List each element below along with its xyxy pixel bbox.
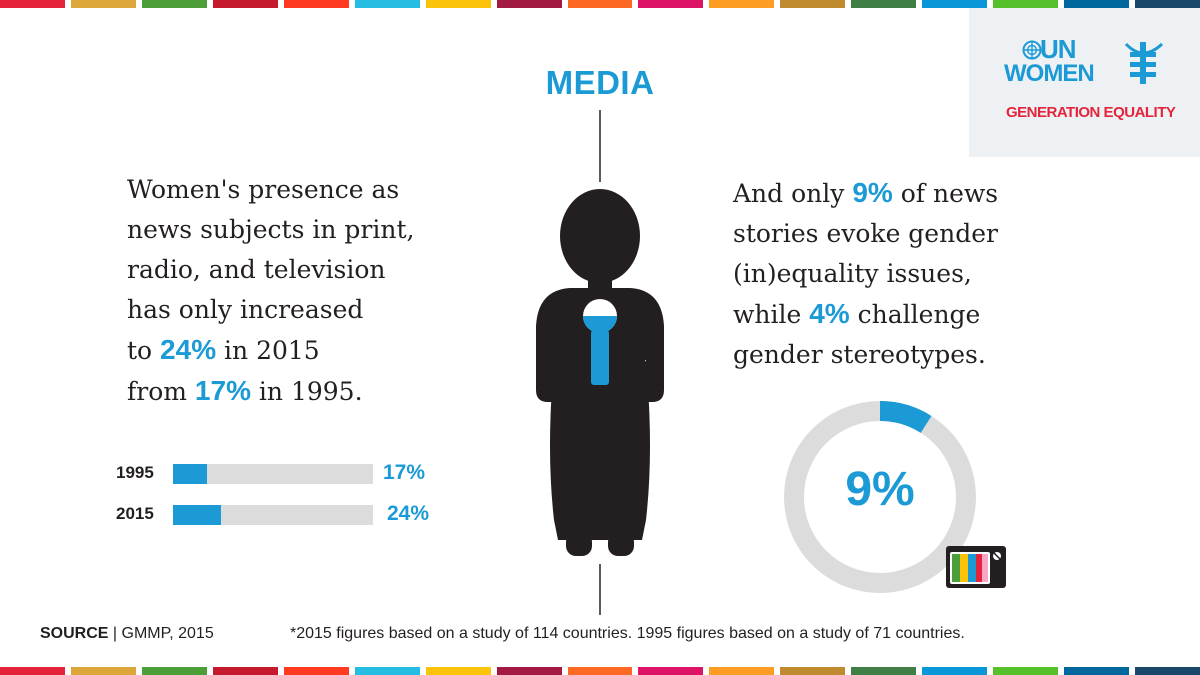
right-statement: And only 9% of news stories evoke gender… [733,177,999,369]
stripe-segment [567,667,633,675]
microphone-handle [591,330,609,385]
stripe-segment [283,667,349,675]
stripe-segment [709,0,775,8]
footnote: *2015 figures based on a study of 114 co… [290,625,965,642]
stripe-segment [496,0,562,8]
stripe-segment [283,0,349,8]
stripe-segment [1064,0,1129,8]
stripe-segment [212,0,278,8]
stripe-segment [141,0,207,8]
logo-un-text: UN [1040,34,1077,64]
divider-line-top [599,110,601,182]
highlight-9: 9% [852,177,893,208]
stripe-segment [1064,667,1129,675]
logo-panel [969,8,1200,157]
source-line: SOURCE | GMMP, 2015 [40,625,214,642]
silhouette-left-foot [566,532,592,556]
bar-track [173,505,373,525]
top-color-stripe [0,0,1200,8]
stripe-segment [780,667,846,675]
silhouette-head [560,189,640,283]
stripe-segment [638,0,704,8]
divider-line-bottom [599,564,601,615]
logo-women-text: WOMEN [1004,60,1095,87]
stripe-segment [496,667,562,675]
stripe-segment [851,667,917,675]
bar-track [173,464,373,484]
un-globe-icon [1022,40,1042,60]
stripe-segment [1135,0,1200,8]
stripe-segment [851,0,917,8]
stripe-segment [993,667,1059,675]
highlight-24: 24% [160,334,217,365]
highlight-17: 17% [194,375,251,406]
stripe-segment [354,667,420,675]
stripe-segment [212,667,278,675]
stripe-segment [709,667,775,675]
bar-category-label: 2015 [116,504,154,523]
stripe-segment [0,667,65,675]
page-title: MEDIA [545,64,655,101]
stripe-segment [425,667,491,675]
stripe-segment [1135,667,1200,675]
bar-fill [173,464,207,484]
stripe-segment [70,0,136,8]
silhouette-body [536,288,664,540]
donut-slice-highlight [879,401,932,434]
stripe-segment [567,0,633,8]
donut-center-label: 9% [845,463,915,516]
stripe-segment [638,667,704,675]
stripe-segment [780,0,846,8]
highlight-4: 4% [809,298,850,329]
stripe-segment [70,667,136,675]
bar-value-label: 17% [383,461,426,484]
bar-category-label: 1995 [116,463,154,482]
bottom-color-stripe [0,667,1200,675]
stripe-segment [922,0,988,8]
stripe-segment [141,667,207,675]
stripe-segment [922,667,988,675]
logo-tagline: GENERATION EQUALITY [1006,104,1176,121]
silhouette-right-foot [608,532,634,556]
left-statement: Women's presence as news subjects in pri… [127,175,415,406]
stripe-segment [354,0,420,8]
un-women-symbol-icon [1124,42,1164,84]
stripe-segment [0,0,65,8]
stripe-segment [993,0,1059,8]
bar-fill [173,505,221,525]
stripe-segment [425,0,491,8]
bar-value-label: 24% [387,502,430,525]
